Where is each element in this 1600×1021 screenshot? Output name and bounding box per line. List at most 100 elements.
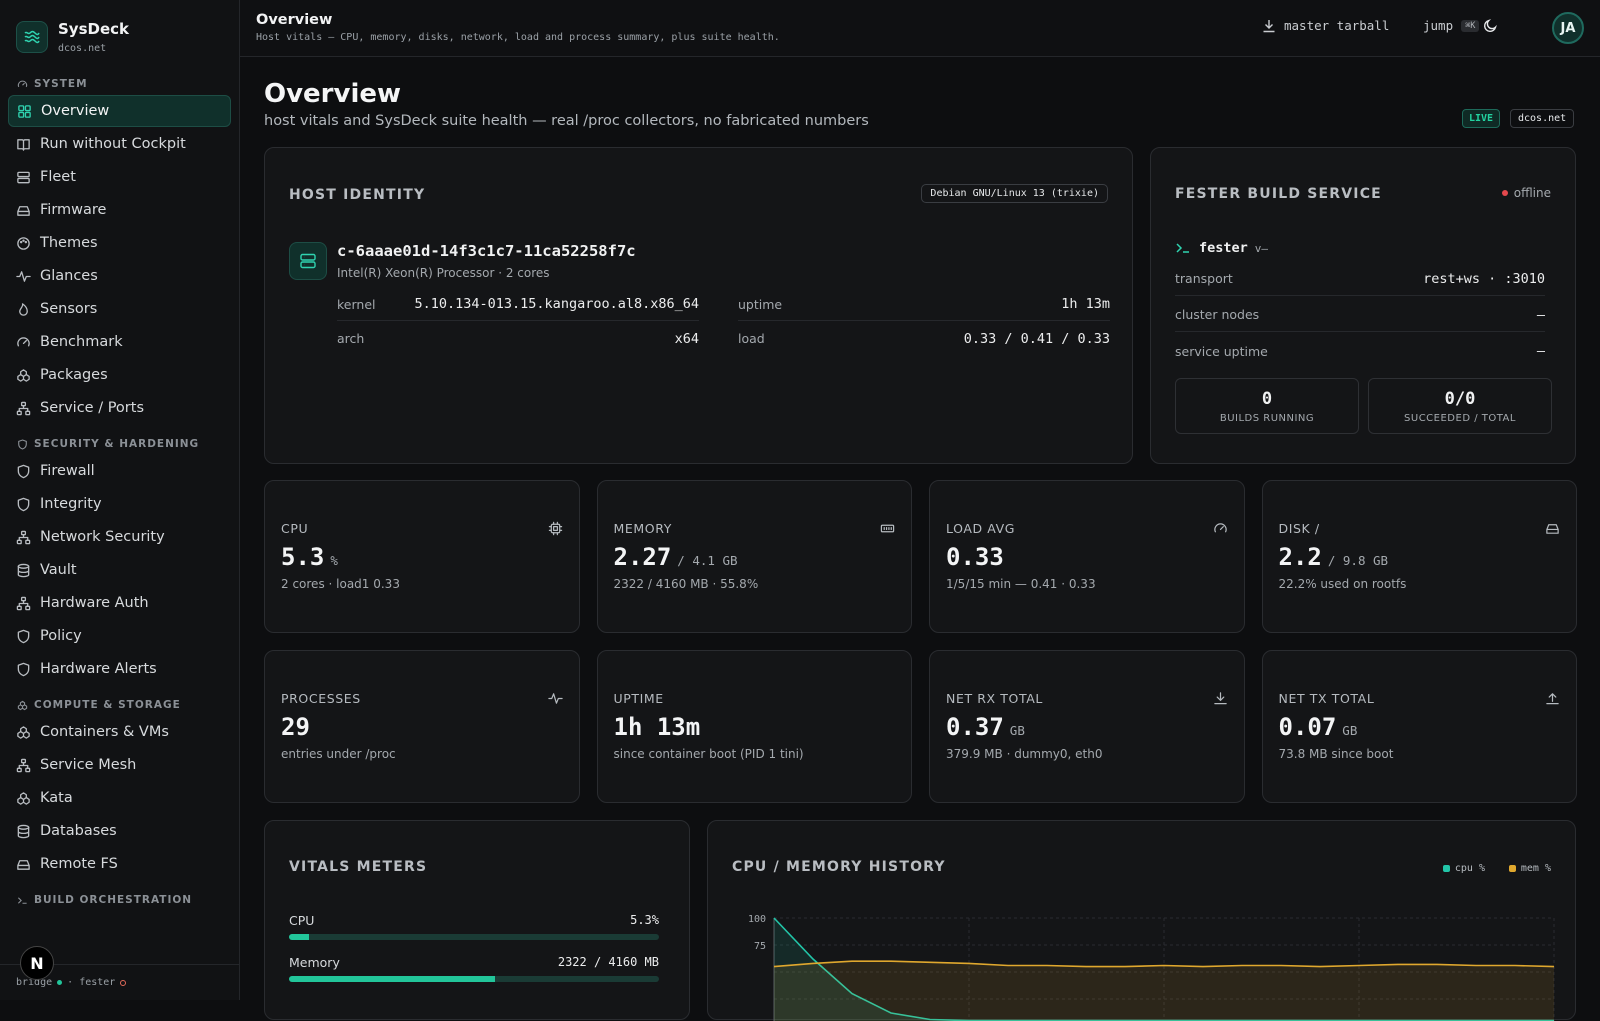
section-security-hardening: SECURITY & HARDENING bbox=[0, 434, 239, 454]
sidebar-item-integrity[interactable]: Integrity bbox=[8, 488, 231, 520]
metric-value: 2.2 bbox=[1278, 543, 1322, 571]
sidebar-item-benchmark[interactable]: Benchmark bbox=[8, 326, 231, 358]
sidebar-item-run-without-cockpit[interactable]: Run without Cockpit bbox=[8, 128, 231, 160]
fester-version: v— bbox=[1254, 241, 1269, 255]
n-badge[interactable]: N bbox=[20, 946, 54, 980]
service-uptime-key: service uptime bbox=[1175, 343, 1268, 359]
page-title: Overview bbox=[264, 79, 402, 109]
metric-value: 0.07 bbox=[1278, 713, 1337, 741]
grid-icon bbox=[18, 104, 31, 118]
legend-cpu-label: cpu % bbox=[1454, 863, 1485, 874]
chart-title: CPU / MEMORY HISTORY bbox=[732, 859, 946, 875]
os-badge: Debian GNU/Linux 13 (trixie) bbox=[921, 184, 1108, 203]
history-chart-card: CPU / MEMORY HISTORY cpu % mem % 100 75 bbox=[707, 820, 1576, 1021]
metric-sub: entries under /proc bbox=[281, 747, 396, 761]
sidebar-item-themes[interactable]: Themes bbox=[8, 227, 231, 259]
term-icon bbox=[17, 896, 27, 904]
sidebar-item-glances[interactable]: Glances bbox=[8, 260, 231, 292]
jump-shortcut: ⌘K bbox=[1461, 19, 1480, 32]
sidebar-item-hardware-alerts[interactable]: Hardware Alerts bbox=[8, 653, 231, 685]
topbar-subtitle: Host vitals — CPU, memory, disks, networ… bbox=[256, 32, 780, 43]
sidebar-item-label: Fleet bbox=[40, 169, 76, 185]
db-icon bbox=[17, 824, 30, 838]
master-tarball-button[interactable]: master tarball bbox=[1262, 18, 1389, 33]
sidebar-item-service-ports[interactable]: Service / Ports bbox=[8, 392, 231, 424]
shield-icon bbox=[17, 497, 30, 511]
succeeded-stat: 0/0 SUCCEEDED / TOTAL bbox=[1368, 378, 1552, 434]
meter-cpu: CPU 5.3% bbox=[289, 913, 659, 940]
legend-mem: mem % bbox=[1508, 863, 1551, 874]
sidebar-item-packages[interactable]: Packages bbox=[8, 359, 231, 391]
flame-icon bbox=[19, 302, 28, 316]
gauge-icon bbox=[17, 336, 30, 346]
jump-label: jump bbox=[1423, 18, 1454, 33]
host-identity-card: HOST IDENTITY Debian GNU/Linux 13 (trixi… bbox=[264, 147, 1133, 464]
sidebar-item-databases[interactable]: Databases bbox=[8, 815, 231, 847]
metric-value: 1h 13m bbox=[613, 713, 701, 741]
series-line-mem bbox=[773, 960, 1555, 968]
legend-mem-swatch bbox=[1508, 865, 1516, 872]
fester-status-label: offline bbox=[1513, 186, 1551, 200]
metric-sub: 2 cores · load1 0.33 bbox=[281, 577, 400, 591]
kernel-key: kernel bbox=[337, 296, 376, 312]
sidebar-item-label: Vault bbox=[40, 562, 77, 578]
topbar-title: Overview bbox=[256, 12, 333, 28]
network-icon bbox=[16, 401, 31, 415]
sidebar-item-overview[interactable]: Overview bbox=[8, 95, 231, 127]
kernel-value: 5.10.134-013.15.kangaroo.al8.x86_64 bbox=[414, 296, 699, 312]
metric-card-memory: MEMORY 2.27 / 4.1 GB 2322 / 4160 MB · 55.… bbox=[596, 480, 912, 633]
theme-toggle-button[interactable] bbox=[1483, 18, 1506, 33]
jump-button[interactable]: jump ⌘K bbox=[1423, 18, 1480, 33]
sidebar-item-fleet[interactable]: Fleet bbox=[8, 161, 231, 193]
metric-card-load-avg: LOAD AVG 0.33 1/5/15 min — 0.41 · 0.33 bbox=[929, 480, 1245, 633]
topbar: Overview Host vitals — CPU, memory, disk… bbox=[240, 0, 1600, 57]
fester-label: fester bbox=[79, 977, 116, 988]
metric-value: 5.3 bbox=[281, 543, 325, 571]
sidebar-item-remote-fs[interactable]: Remote FS bbox=[8, 848, 231, 880]
sidebar-item-containers-vms[interactable]: Containers & VMs bbox=[8, 716, 231, 748]
sidebar-item-hardware-auth[interactable]: Hardware Auth bbox=[8, 587, 231, 619]
load-row: load 0.33 / 0.41 / 0.33 bbox=[738, 322, 1110, 355]
uptime-row: uptime 1h 13m bbox=[738, 288, 1110, 321]
metric-card-disk: DISK / 2.2 / 9.8 GB 22.2% used on rootfs bbox=[1261, 480, 1577, 633]
sidebar-item-network-security[interactable]: Network Security bbox=[8, 521, 231, 553]
sidebar-item-firewall[interactable]: Firewall bbox=[8, 455, 231, 487]
bridge-label: bridge bbox=[16, 977, 53, 988]
metric-sub: 2322 / 4160 MB · 55.8% bbox=[613, 577, 759, 591]
boxes-icon bbox=[17, 700, 28, 710]
brand-name: SysDeck bbox=[58, 20, 130, 38]
offline-dot-icon bbox=[1501, 190, 1508, 196]
pulse-icon bbox=[16, 270, 31, 282]
arch-key: arch bbox=[337, 331, 365, 346]
drive-icon bbox=[17, 205, 30, 216]
sidebar-item-kata[interactable]: Kata bbox=[8, 782, 231, 814]
sidebar-item-service-mesh[interactable]: Service Mesh bbox=[8, 749, 231, 781]
brand[interactable]: SysDeck dcos.net bbox=[0, 0, 239, 74]
sidebar-item-policy[interactable]: Policy bbox=[8, 620, 231, 652]
arch-value: x64 bbox=[674, 330, 699, 347]
sidebar-item-vault[interactable]: Vault bbox=[8, 554, 231, 586]
sidebar-item-sensors[interactable]: Sensors bbox=[8, 293, 231, 325]
metric-sub: 1/5/15 min — 0.41 · 0.33 bbox=[946, 577, 1096, 591]
network-icon bbox=[16, 758, 31, 772]
avatar[interactable]: JA bbox=[1552, 12, 1584, 44]
db-icon bbox=[17, 563, 30, 577]
meter-cpu-label: CPU bbox=[289, 913, 315, 928]
meter-memory-fill bbox=[289, 976, 496, 982]
fester-status: offline bbox=[1501, 186, 1551, 200]
network-icon bbox=[16, 596, 31, 610]
metric-unit: GB bbox=[1342, 723, 1358, 738]
transport-value: rest+ws · :3010 bbox=[1423, 270, 1545, 287]
metric-label: UPTIME bbox=[613, 691, 664, 706]
metric-value: 29 bbox=[281, 713, 310, 741]
section-title: SECURITY & HARDENING bbox=[34, 438, 200, 450]
meter-cpu-bar bbox=[289, 934, 659, 940]
sidebar-footer: bridge · fester bbox=[0, 964, 240, 1000]
main-content: Overview host vitals and SysDeck suite h… bbox=[240, 57, 1600, 1021]
metric-value: 2.27 bbox=[613, 543, 672, 571]
metric-label: CPU bbox=[281, 521, 309, 536]
sidebar-item-label: Overview bbox=[41, 103, 110, 119]
server-icon bbox=[289, 242, 327, 280]
sidebar-item-label: Network Security bbox=[40, 529, 165, 545]
sidebar-item-firmware[interactable]: Firmware bbox=[8, 194, 231, 226]
